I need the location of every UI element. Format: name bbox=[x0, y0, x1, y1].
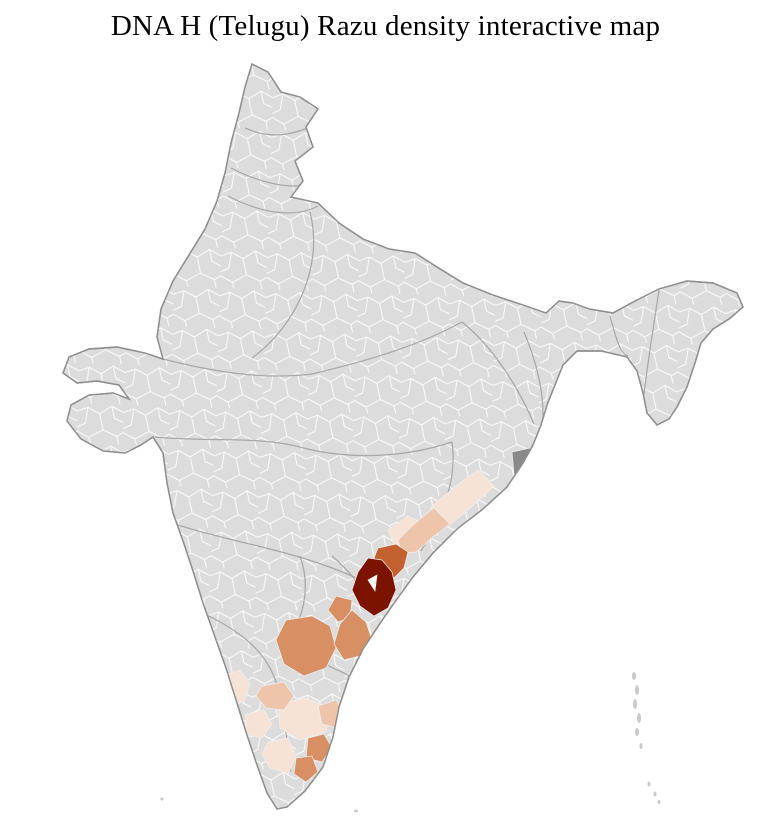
island bbox=[160, 797, 164, 801]
district-boundaries-mesh bbox=[63, 64, 743, 809]
page-title: DNA H (Telugu) Razu density interactive … bbox=[110, 10, 661, 42]
state-border-line bbox=[204, 613, 277, 683]
district-highlight bbox=[367, 574, 378, 593]
state-border-line bbox=[162, 358, 313, 377]
density-district-level3[interactable] bbox=[275, 615, 337, 677]
density-district-level3[interactable] bbox=[333, 609, 373, 661]
density-districts[interactable] bbox=[215, 447, 538, 783]
island bbox=[653, 791, 657, 797]
density-district-level2[interactable] bbox=[255, 681, 295, 711]
island bbox=[639, 743, 643, 749]
island bbox=[647, 781, 651, 787]
density-district-level1[interactable] bbox=[261, 737, 297, 775]
density-district-level1[interactable] bbox=[277, 697, 331, 741]
state-border-line bbox=[244, 127, 309, 136]
state-border-line bbox=[311, 321, 463, 375]
state-border-line bbox=[154, 436, 297, 447]
state-border-line bbox=[295, 441, 453, 457]
state-border-line bbox=[251, 211, 315, 359]
island bbox=[632, 672, 636, 680]
density-district-level1[interactable] bbox=[429, 469, 495, 527]
island bbox=[637, 713, 641, 723]
island bbox=[635, 685, 639, 695]
density-district-level3[interactable] bbox=[293, 755, 319, 783]
island bbox=[633, 699, 637, 709]
state-border-line bbox=[643, 289, 660, 395]
island bbox=[635, 728, 639, 736]
island bbox=[657, 800, 661, 804]
state-border-line bbox=[227, 195, 319, 214]
island-chain bbox=[160, 672, 661, 813]
state-border-line bbox=[609, 315, 629, 357]
island bbox=[354, 809, 358, 813]
state-border-line bbox=[461, 321, 535, 425]
state-border-line bbox=[523, 331, 544, 421]
